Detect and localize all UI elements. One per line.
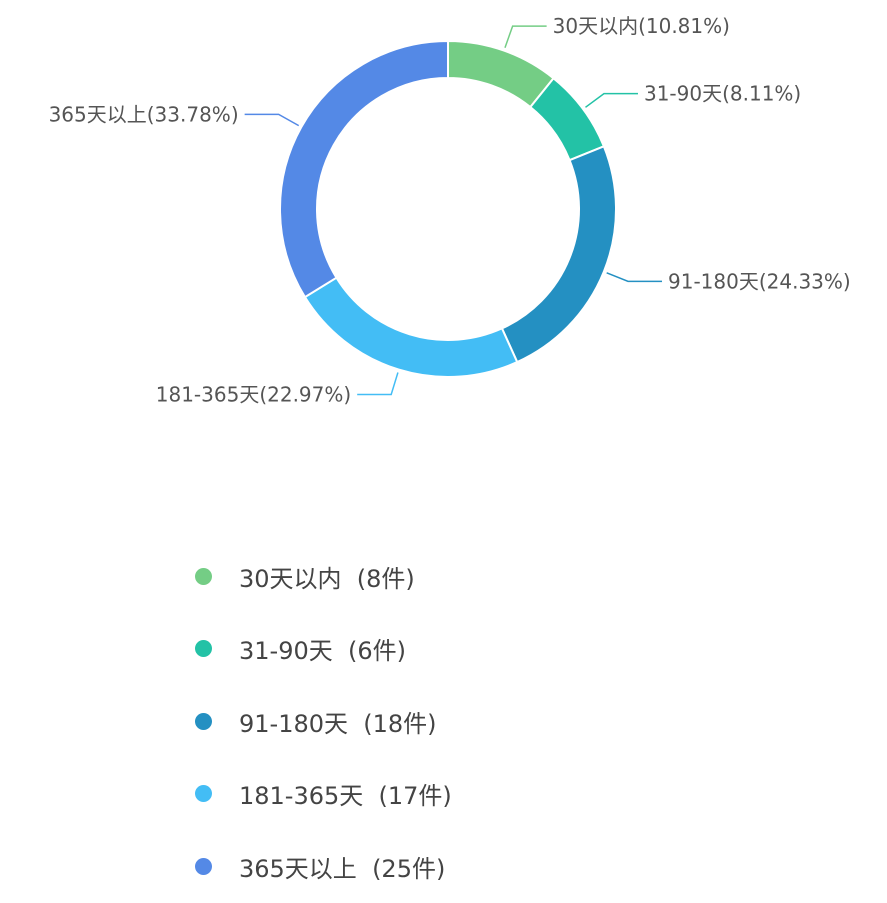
slice-label-3: 181-365天(22.97%) xyxy=(156,382,351,406)
donut-slice-4[interactable] xyxy=(279,39,449,299)
legend: 30天以内 (8件) 31-90天 (6件) 91-180天 (18件) 181… xyxy=(195,540,452,903)
legend-item-4[interactable]: 365天以上 (25件) xyxy=(195,830,452,903)
slice-label-4: 365天以上(33.78%) xyxy=(49,102,239,126)
donut-slices xyxy=(279,39,617,378)
legend-label: 365天以上 (25件) xyxy=(239,854,446,883)
leader-line-4 xyxy=(244,113,300,127)
label-leader-lines xyxy=(244,25,663,396)
legend-dot xyxy=(195,640,212,658)
leader-line-2 xyxy=(606,272,663,283)
legend-item-3[interactable]: 181-365天 (17件) xyxy=(195,758,452,831)
legend-label: 31-90天 (6件) xyxy=(239,637,406,666)
legend-dot xyxy=(195,567,212,585)
leader-line-0 xyxy=(504,25,547,49)
slice-label-1: 31-90天(8.11%) xyxy=(644,82,801,106)
legend-item-2[interactable]: 91-180天 (18件) xyxy=(195,685,452,758)
donut-chart: 30天以内(10.81%) 31-90天(8.11%) 91-180天(24.33%… xyxy=(49,14,851,883)
donut-chart-svg: 30天以内(10.81%) 31-90天(8.11%) 91-180天(24.33%… xyxy=(49,14,851,406)
donut-slice-3[interactable] xyxy=(303,276,519,378)
legend-label: 181-365天 (17件) xyxy=(239,782,452,811)
legend-item-1[interactable]: 31-90天 (6件) xyxy=(195,613,452,686)
legend-dot xyxy=(195,857,212,875)
legend-dot xyxy=(195,712,212,730)
legend-label: 91-180天 (18件) xyxy=(239,709,437,738)
slice-label-2: 91-180天(24.33%) xyxy=(668,269,851,293)
leader-line-3 xyxy=(357,372,399,396)
donut-slice-2[interactable] xyxy=(500,145,617,364)
slice-labels: 30天以内(10.81%) 31-90天(8.11%) 91-180天(24.33%… xyxy=(49,14,851,406)
leader-line-1 xyxy=(585,92,638,108)
legend-item-0[interactable]: 30天以内 (8件) xyxy=(195,540,452,613)
legend-label: 30天以内 (8件) xyxy=(239,564,415,593)
legend-dot xyxy=(195,785,212,803)
slice-label-0: 30天以内(10.81%) xyxy=(553,14,730,38)
